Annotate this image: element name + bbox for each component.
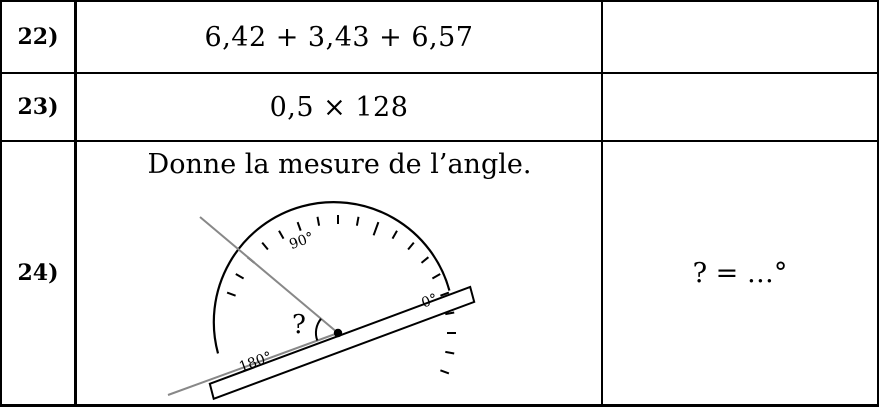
protractor-tick — [407, 241, 415, 251]
protractor-tick — [235, 273, 245, 280]
answer-column-divider — [601, 0, 603, 407]
protractor-tick — [316, 216, 321, 226]
protractor-tick — [445, 311, 455, 316]
number-column-divider — [74, 0, 77, 407]
table-border-right — [877, 0, 879, 407]
angle-ray-upper — [199, 216, 339, 334]
protractor — [208, 201, 476, 401]
expression-22: 6,42 + 3,43 + 6,57 — [204, 21, 474, 53]
table-border-left — [0, 0, 2, 407]
row-number-24: 24) — [17, 260, 59, 286]
angle-prompt: Donne la mesure de l’angle. — [147, 149, 532, 180]
protractor-tick — [440, 291, 450, 297]
vertex-point — [333, 328, 343, 338]
row-divider-22-23 — [0, 72, 879, 74]
angle-question-mark: ? — [292, 310, 306, 340]
protractor-tick — [296, 221, 302, 231]
table-border-bottom — [0, 404, 879, 407]
protractor-tick — [226, 291, 236, 297]
protractor-arc — [212, 201, 451, 354]
table-border-top — [0, 0, 879, 2]
protractor-tick — [440, 369, 450, 375]
row-divider-23-24 — [0, 140, 879, 142]
protractor-tick — [261, 241, 269, 251]
protractor-tick — [278, 230, 285, 240]
label-90-degrees: 90° — [287, 229, 316, 253]
row-number-22: 22) — [17, 24, 59, 50]
protractor-tick — [391, 230, 398, 240]
protractor-base — [208, 285, 476, 401]
answer-cell-24: ? = …° — [692, 257, 788, 289]
protractor-tick — [420, 256, 430, 264]
row-number-23: 23) — [17, 94, 59, 120]
angle-arc-mark — [314, 318, 322, 341]
protractor-tick — [445, 350, 455, 355]
label-0-degrees: 0° — [419, 291, 439, 311]
angle-ray-lower — [167, 332, 339, 396]
expression-23: 0,5 × 128 — [269, 91, 409, 123]
protractor-ticks — [226, 215, 456, 375]
protractor-tick — [431, 273, 441, 280]
protractor-tick — [355, 216, 360, 226]
protractor-tick — [372, 221, 380, 236]
